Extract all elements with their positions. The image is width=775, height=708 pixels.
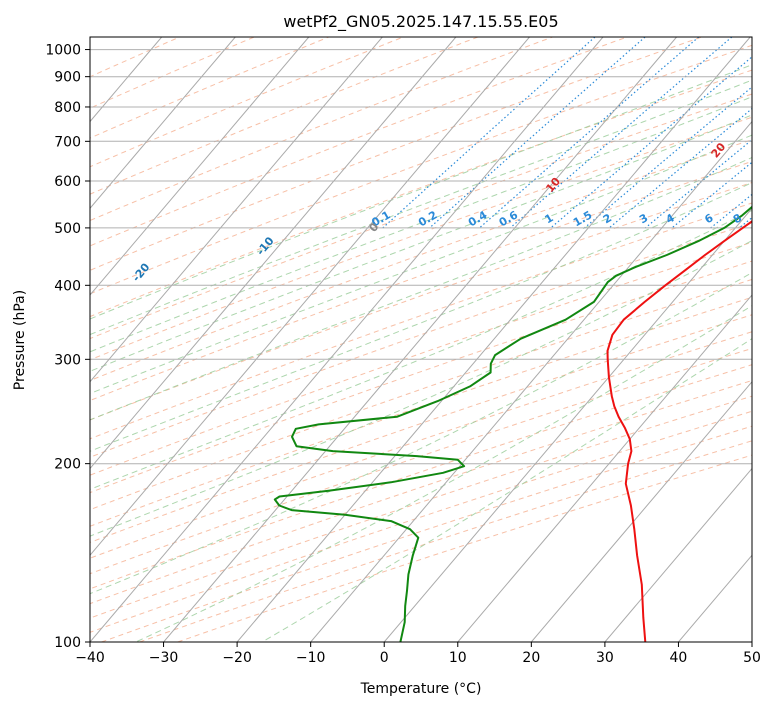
- moist-adiabat-line: [135, 305, 752, 642]
- y-tick-label: 200: [54, 457, 81, 473]
- isotherm-line: [310, 120, 752, 642]
- x-tick-label: 50: [743, 650, 761, 666]
- y-axis-label: Pressure (hPa): [12, 290, 28, 390]
- mixing-ratio-line: [509, 37, 733, 229]
- x-tick-label: −10: [296, 650, 326, 666]
- dry-adiabat-line: [90, 314, 752, 543]
- x-tick-label: 30: [596, 650, 614, 666]
- plot-area: 0.10.20.40.611.52346810131620253036-100-…: [90, 37, 770, 642]
- dewpoint-profile-line: [273, 205, 752, 642]
- moist-adiabat-line: [90, 134, 752, 395]
- y-tick-label: 900: [54, 70, 81, 86]
- moist-adiabats: [90, 64, 752, 642]
- dry-adiabat-line: [90, 37, 702, 271]
- dry-adiabat-line: [90, 37, 404, 168]
- dry-adiabat-line: [90, 380, 752, 605]
- moist-adiabat-line: [90, 96, 752, 353]
- x-tick-label: 0: [380, 650, 389, 666]
- isotherm-line: [90, 37, 530, 556]
- y-axis-ticks: 100 200 300 400 500 600 700 800 900 1000: [45, 43, 90, 651]
- dry-adiabat-line: [90, 37, 628, 247]
- x-tick-label: 40: [670, 650, 688, 666]
- mixing-ratio-line: [645, 139, 752, 229]
- dry-adiabat-line: [90, 202, 752, 440]
- x-tick-label: 20: [522, 650, 540, 666]
- moist-adiabat-line: [90, 156, 752, 421]
- x-axis-label: Temperature (°C): [360, 681, 482, 697]
- isotherm-line: [90, 37, 310, 296]
- isotherm-line: [90, 37, 457, 470]
- y-tick-label: 600: [54, 174, 81, 190]
- dry-adiabat-line: [90, 222, 752, 458]
- dry-adiabat-line: [90, 364, 752, 590]
- isotherm-line: [90, 37, 604, 642]
- y-tick-label: 100: [54, 635, 81, 651]
- dry-adiabat-line: [90, 116, 752, 361]
- mixing-ratio-lines: [382, 37, 752, 229]
- isobars: [90, 49, 752, 642]
- isotherm-line: [530, 380, 752, 642]
- x-tick-label: −40: [75, 650, 105, 666]
- mixing-ratio-line: [479, 37, 700, 229]
- moist-adiabat-line: [90, 79, 752, 336]
- x-tick-label: −30: [149, 650, 179, 666]
- x-axis-ticks: −40 −30 −20 −10 0 10 20 30 40 50: [75, 642, 761, 666]
- isotherm-line: [90, 37, 383, 383]
- isotherm-line: [90, 37, 236, 210]
- y-tick-label: 700: [54, 134, 81, 150]
- isotherm-line: [163, 37, 677, 642]
- y-tick-label: 500: [54, 221, 81, 237]
- isotherm-line: [604, 467, 752, 642]
- plot-frame: [89, 36, 753, 643]
- mixing-ratio-label: 10: [750, 209, 770, 228]
- x-tick-label: 10: [449, 650, 467, 666]
- x-tick-label: −20: [222, 650, 252, 666]
- isotherm-line: [236, 37, 751, 642]
- isotherms: [90, 37, 752, 642]
- sounding-series: [273, 205, 752, 642]
- dry-adiabat-line: [90, 37, 329, 139]
- isotherm-line: [457, 294, 752, 642]
- y-tick-label: 400: [54, 278, 81, 294]
- y-tick-label: 1000: [45, 43, 81, 59]
- dry-adiabat-line: [90, 37, 553, 222]
- mixing-ratio-line: [550, 56, 752, 229]
- temperature-profile-line: [606, 220, 752, 642]
- y-tick-label: 300: [54, 352, 81, 368]
- chart-title: wetPf2_GN05.2025.147.15.55.E05: [283, 12, 558, 32]
- isotherm-line: [383, 207, 752, 642]
- y-tick-label: 800: [54, 100, 81, 116]
- moist-adiabat-line: [90, 182, 752, 452]
- moist-adiabat-line: [261, 338, 752, 642]
- dry-adiabat-line: [90, 160, 752, 402]
- dry-adiabat-line: [90, 44, 752, 295]
- mixing-ratio-line: [382, 37, 596, 229]
